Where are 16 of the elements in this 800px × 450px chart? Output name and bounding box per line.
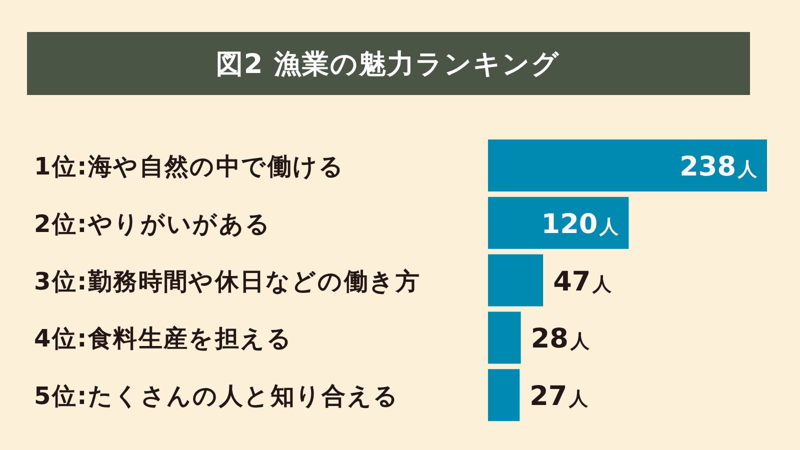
- data-label: 27人: [530, 381, 590, 412]
- data-label: 238人: [680, 152, 758, 182]
- chart-title: 図2 漁業の魅力ランキング: [216, 49, 560, 80]
- y-tick-label: 4位:食料生産を担える: [34, 324, 292, 353]
- data-label: 28人: [530, 324, 590, 355]
- data-label: 47人: [553, 266, 613, 298]
- y-tick-label: 5位:たくさんの人と知り合える: [34, 382, 400, 410]
- bar: [488, 312, 521, 364]
- y-tick-label: 3位:勤務時間や休日などの働き方: [34, 267, 420, 296]
- bar: [488, 254, 544, 306]
- bar: [488, 140, 767, 192]
- bar: [488, 369, 520, 422]
- y-tick-label: 1位:海や自然の中で働ける: [34, 152, 345, 180]
- data-label: 120人: [541, 208, 620, 240]
- bar: [488, 196, 629, 249]
- y-tick-label: 2位:やりがいがある: [34, 210, 272, 238]
